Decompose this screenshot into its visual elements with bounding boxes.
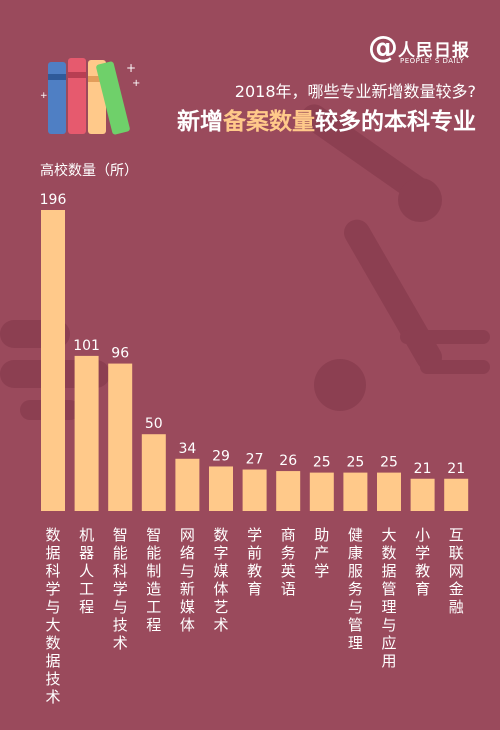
title-highlight: 备案数量 [223,109,315,135]
category-label: 健康服务与管理 [348,526,363,652]
books-icon: + + + [40,58,140,135]
bar-1 [74,355,99,511]
chart-subtitle: 2018年，哪些专业新增数量较多? [234,82,476,101]
bar-4 [175,458,200,511]
bar-value-label: 25 [346,455,364,471]
logo-at-icon: @ [368,30,398,65]
category-label: 数字媒体艺术 [213,526,228,634]
category-label: 数据科学与大数据技术 [45,526,60,706]
bar-value-label: 50 [145,416,163,432]
bar-11 [410,478,435,511]
bar-value-label: 196 [40,192,67,208]
bar-5 [209,466,233,511]
logo-subtext: PEOPLE' S DAILY [400,57,465,65]
bar-value-label: 26 [279,453,297,469]
category-label: 学前教育 [247,526,262,598]
logo-text: 人民日报 [398,41,470,61]
bar-value-label: 25 [313,455,331,471]
bar-value-label: 34 [178,441,196,457]
category-label: 网络与新媒体 [180,526,195,634]
bar-7 [276,471,301,511]
category-label: 智能科学与技术 [113,526,128,652]
bar-value-label: 29 [212,448,230,464]
svg-text:+: + [132,78,140,89]
bar-0 [41,210,65,511]
bar-value-label: 96 [111,346,129,362]
bar-2 [108,363,133,511]
bar-value-label: 27 [246,452,264,468]
category-label: 小学教育 [415,526,430,598]
y-axis-label: 高校数量（所） [40,163,138,179]
category-label: 互联网金融 [449,526,464,616]
category-label: 助产学 [314,526,329,580]
bar-6 [242,469,267,511]
bar-12 [444,478,469,511]
bar-value-label: 21 [414,461,432,477]
bar-value-label: 25 [380,455,398,471]
bar-value-label: 101 [73,338,100,354]
category-label: 大数据管理与应用 [381,526,396,670]
chart-title: 新增备案数量较多的本科专业 [177,102,476,136]
svg-text:+: + [40,91,48,101]
title-post: 较多的本科专业 [315,109,476,135]
bar-value-label: 21 [447,461,465,477]
title-pre: 新增 [177,109,223,135]
bar-9 [343,472,368,511]
svg-text:+: + [126,61,136,75]
bar-10 [377,472,401,511]
category-label: 机器人工程 [79,526,94,616]
category-label: 商务英语 [281,526,296,598]
category-label: 智能制造工程 [146,526,161,634]
bar-8 [309,472,334,511]
bar-3 [141,434,166,511]
